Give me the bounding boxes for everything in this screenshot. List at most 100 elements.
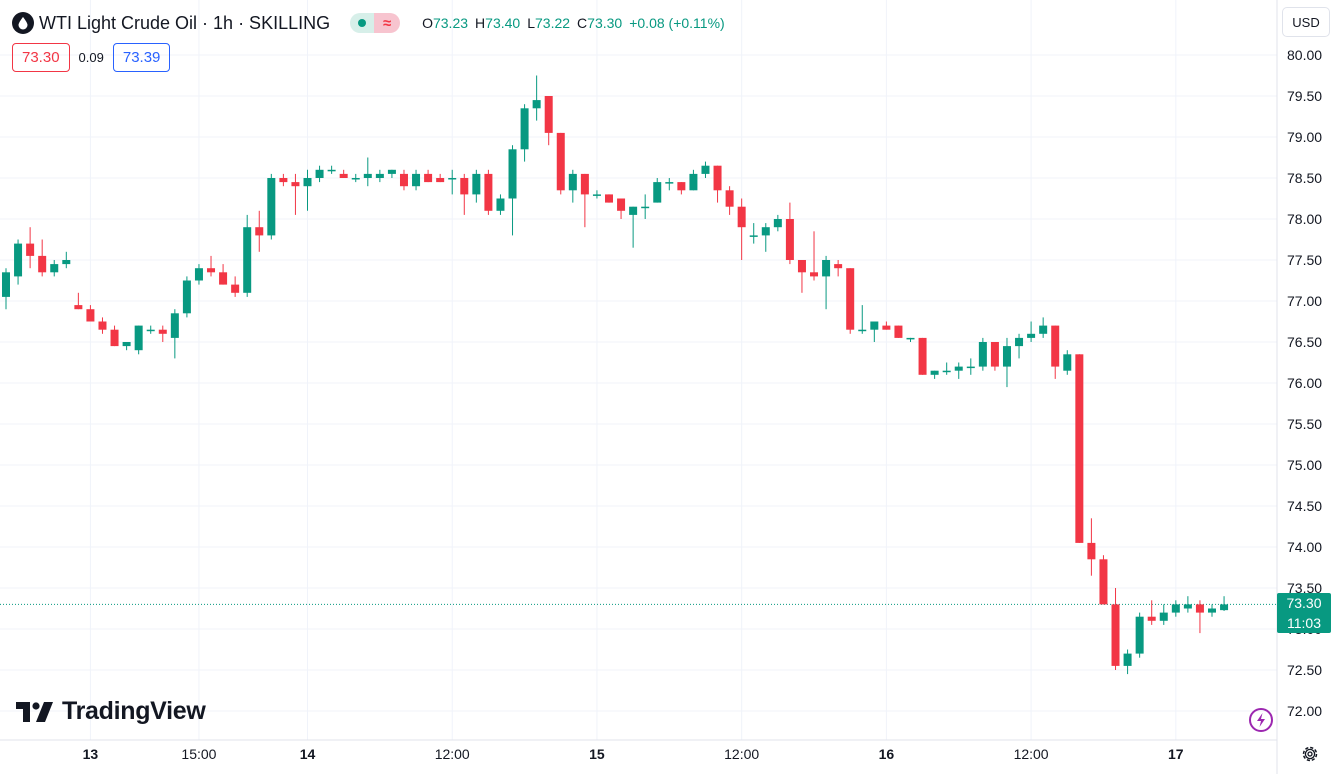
spread-value: 0.09	[78, 50, 104, 65]
ohlc-value: 73.30	[587, 15, 623, 31]
price-tick-label: 76.50	[1287, 334, 1322, 350]
candle-body	[544, 96, 553, 133]
price-tick-label: 74.00	[1287, 539, 1322, 555]
candle-body	[858, 329, 867, 332]
quote-buttons: 73.30 0.09 73.39	[12, 43, 171, 72]
candle-body	[291, 182, 300, 187]
ohlc-key: O	[422, 15, 433, 31]
candle-body	[1123, 653, 1132, 666]
candle-body	[62, 260, 71, 265]
time-tick-label: 15:00	[181, 746, 216, 762]
candle-body	[954, 366, 963, 371]
candle-body	[412, 173, 421, 187]
candle-body	[677, 182, 686, 191]
candle-body	[484, 173, 493, 211]
candle-body	[1087, 542, 1096, 560]
candle-body	[834, 264, 843, 269]
candle-body	[978, 342, 987, 367]
sell-price-button[interactable]: 73.30	[12, 43, 70, 72]
gear-icon[interactable]	[1300, 744, 1320, 764]
last-price-value: 73.30	[1286, 595, 1322, 611]
chart-header: WTI Light Crude Oil · 1h · SKILLING ≈ O7…	[12, 10, 732, 36]
candle-body	[351, 178, 360, 180]
candle-body	[1099, 559, 1108, 605]
time-tick-label: 14	[300, 746, 316, 762]
price-tick-label: 75.00	[1287, 457, 1322, 473]
price-tick-label: 74.50	[1287, 498, 1322, 514]
candle-body	[1111, 604, 1120, 666]
candle-body	[520, 108, 529, 150]
time-tick-label: 12:00	[435, 746, 470, 762]
candle-body	[773, 219, 782, 228]
time-tick-label: 13	[83, 746, 99, 762]
candle-body	[990, 342, 999, 367]
symbol-title[interactable]: WTI Light Crude Oil · 1h · SKILLING	[39, 12, 331, 33]
tradingview-logo[interactable]: TradingView	[16, 697, 206, 726]
candle-body	[942, 370, 951, 373]
candle-body	[448, 178, 457, 180]
candle-body	[605, 194, 613, 203]
candle-body	[14, 243, 23, 277]
candle-body	[26, 243, 35, 256]
candle-body	[797, 260, 806, 273]
candle-body	[1051, 325, 1060, 367]
candle-body	[1015, 337, 1024, 347]
candle-body	[761, 227, 770, 236]
candle-body	[1135, 616, 1144, 654]
candle-body	[810, 272, 819, 277]
candle-body	[375, 173, 384, 178]
candle-body	[436, 178, 445, 183]
candle-body	[303, 178, 312, 187]
candle-body	[134, 325, 143, 351]
candle-body	[207, 268, 216, 273]
candle-body	[1183, 604, 1192, 609]
candle-body	[1039, 325, 1048, 334]
candle-body	[701, 165, 710, 174]
market-status[interactable]: ≈	[350, 13, 401, 33]
market-open-icon	[350, 13, 375, 33]
time-tick-label: 16	[879, 746, 895, 762]
price-tick-label: 79.50	[1287, 88, 1322, 104]
candle-body	[785, 219, 794, 260]
price-tick-label: 72.50	[1287, 662, 1322, 678]
ohlc-key: H	[475, 15, 486, 31]
time-tick-label: 15	[589, 746, 605, 762]
lightning-icon[interactable]	[1249, 708, 1273, 732]
candle-body	[737, 206, 746, 228]
tradingview-logo-icon	[16, 701, 53, 722]
candle-body	[713, 165, 722, 191]
candle-body	[1147, 616, 1156, 621]
candle-body	[267, 178, 276, 236]
price-axis[interactable]: 80.00 79.50 79.00 78.50 78.00 77.50 77.00 76.50…	[1287, 47, 1322, 719]
candle-body	[363, 173, 372, 178]
time-tick-label: 17	[1168, 746, 1184, 762]
ohlc-values: O73.23 H73.40 L73.22 C73.30 +0.08 (+0.11%)	[422, 15, 732, 31]
candle-body	[568, 173, 577, 191]
candle-body	[1075, 354, 1084, 543]
time-axis[interactable]: 13 15:00 14 12:00 15 12:00 16 12:00 17	[83, 746, 1184, 762]
candle-body	[170, 313, 179, 338]
ohlc-value: 73.40	[485, 15, 521, 31]
candle-body	[279, 178, 288, 183]
candle-body	[327, 169, 336, 172]
candle-body	[749, 235, 758, 237]
price-tick-label: 77.50	[1287, 252, 1322, 268]
candle-body	[532, 100, 541, 109]
currency-button[interactable]: USD	[1282, 7, 1330, 37]
approx-icon: ≈	[374, 13, 401, 33]
candle-body	[315, 169, 324, 178]
candle-body	[1220, 604, 1229, 611]
price-tick-label: 78.00	[1287, 211, 1322, 227]
price-tick-label: 77.00	[1287, 293, 1322, 309]
candle-body	[1208, 608, 1216, 613]
candle-body	[38, 255, 47, 273]
candle-body	[122, 342, 131, 347]
buy-price-button[interactable]: 73.39	[112, 43, 171, 72]
candle-body	[592, 194, 601, 196]
time-tick-label: 12:00	[1014, 746, 1049, 762]
candle-body	[158, 329, 167, 334]
candle-body	[2, 272, 10, 297]
candle-body	[231, 284, 240, 293]
candle-body	[918, 337, 927, 375]
